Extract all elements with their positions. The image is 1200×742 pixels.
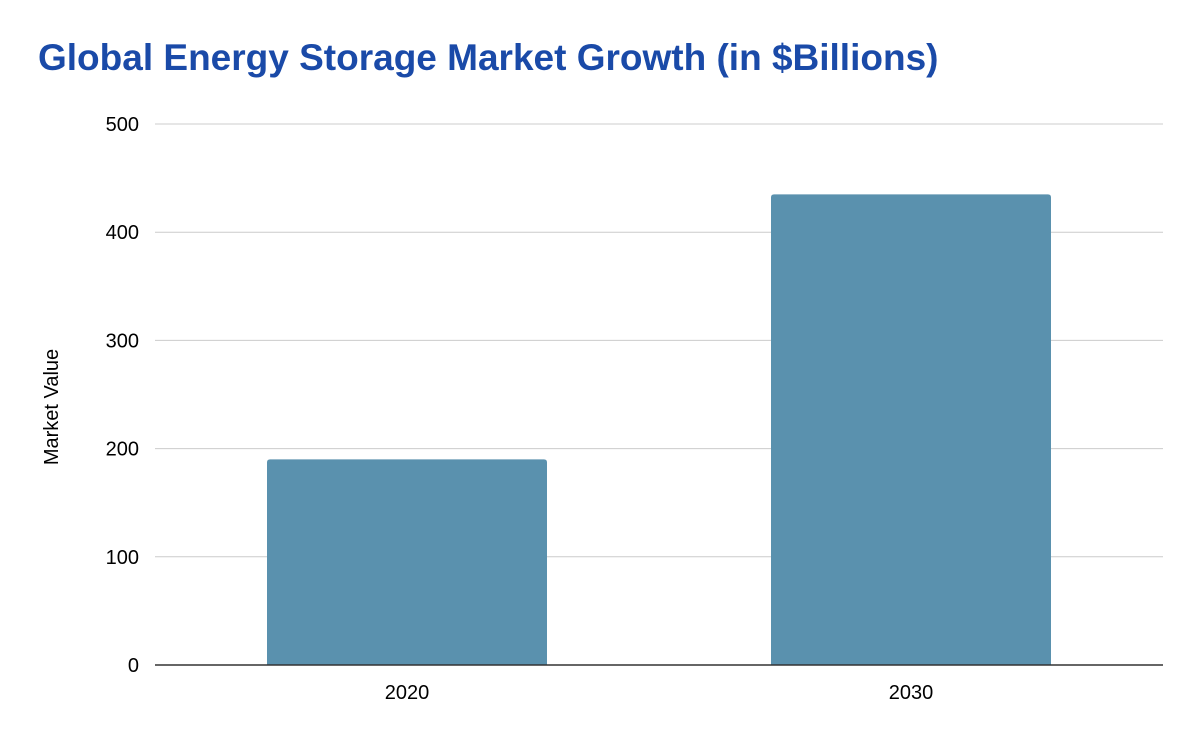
y-tick-label: 0 (128, 655, 139, 677)
bars (267, 194, 1051, 665)
y-tick-label: 500 (106, 114, 139, 136)
y-tick-label: 300 (106, 330, 139, 352)
bar-2030 (771, 194, 1051, 665)
y-tick-label: 400 (106, 222, 139, 244)
bar-2020 (267, 459, 547, 665)
chart-title: Global Energy Storage Market Growth (in … (38, 37, 939, 78)
x-tick-label: 2020 (385, 682, 430, 704)
x-tick-labels: 2020 2030 (385, 682, 934, 704)
x-tick-label: 2030 (889, 682, 934, 704)
y-tick-label: 200 (106, 439, 139, 461)
y-tick-label: 100 (106, 547, 139, 569)
y-axis-title: Market Value (41, 349, 63, 465)
y-tick-labels: 0 100 200 300 400 500 (106, 114, 139, 677)
